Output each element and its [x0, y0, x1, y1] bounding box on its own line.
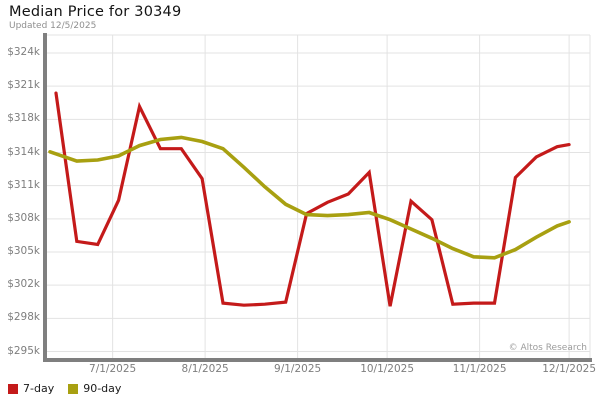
- legend-swatch-icon: [68, 383, 79, 394]
- y-tick-label: $308k: [7, 211, 40, 224]
- legend-label: 90-day: [83, 382, 122, 395]
- x-tick-label: 11/1/2025: [452, 363, 507, 375]
- y-tick-label: $305k: [7, 245, 40, 257]
- series-line-7-day: [54, 91, 571, 307]
- x-tick-label: 10/1/2025: [360, 363, 415, 375]
- y-tick-label: $324k: [7, 46, 40, 58]
- x-tick-label: 7/1/2025: [89, 363, 137, 375]
- legend: 7-day 90-day: [8, 382, 135, 395]
- legend-label: 7-day: [23, 382, 55, 395]
- legend-swatch-icon: [8, 383, 18, 394]
- y-tick-label: $298k: [7, 311, 40, 324]
- y-tick-label: $318k: [7, 112, 40, 125]
- y-tick-label: $311k: [7, 178, 40, 191]
- y-tick-label: $314k: [7, 145, 40, 158]
- chart-subtitle: Updated 12/5/2025: [9, 21, 97, 31]
- series-line-90-day: [48, 135, 571, 260]
- x-tick-label: 9/1/2025: [274, 363, 322, 375]
- legend-item-90-day: 90-day: [68, 382, 121, 395]
- x-tick-label: 8/1/2025: [181, 363, 229, 375]
- y-tick-label: $295k: [7, 344, 40, 357]
- legend-item-7-day: 7-day: [8, 382, 54, 395]
- chart-title: Median Price for 30349: [9, 4, 182, 20]
- y-tick-label: $302k: [7, 278, 40, 291]
- y-tick-label: $321k: [7, 79, 40, 92]
- attribution-text: © Altos Research: [508, 343, 587, 353]
- x-tick-label: 12/1/2025: [542, 363, 597, 375]
